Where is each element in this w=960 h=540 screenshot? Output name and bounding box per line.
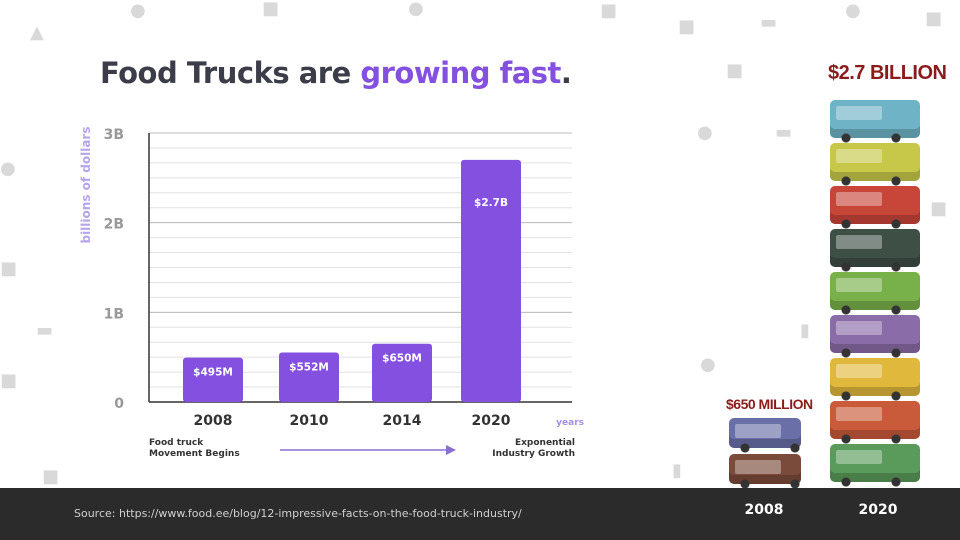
x-axis-label: years: [556, 418, 584, 428]
bar-2008: [183, 357, 243, 402]
large-stack-label: $2.7 BILLION: [828, 62, 947, 84]
bar-2014: [372, 343, 432, 402]
pizza-icon: ▲: [30, 22, 44, 43]
y-tick-label: 1B: [104, 306, 124, 322]
food-icon: ■: [726, 60, 744, 81]
drink-icon: ▮: [800, 320, 810, 341]
food-truck-icon: [830, 315, 920, 358]
food-icon: ■: [262, 0, 280, 19]
source-text: Source: https://www.food.ee/blog/12-impr…: [74, 507, 522, 520]
bar-value-label: $650M: [382, 353, 422, 365]
food-truck-icon: [830, 100, 920, 143]
food-icon: ●: [0, 158, 16, 179]
footer: Source: https://www.food.ee/blog/12-impr…: [0, 488, 960, 540]
food-icon: ■: [678, 16, 696, 37]
food-truck-icon: [830, 358, 920, 401]
food-truck-icon: [729, 418, 801, 453]
y-tick-label: 2B: [104, 217, 124, 233]
progress-arrow-head: [446, 445, 456, 455]
food-truck-icon: [729, 454, 801, 489]
caption-left: Food truck Movement Begins: [149, 438, 240, 459]
x-tick-label: 2020: [472, 413, 511, 429]
title-accent: growing fast: [360, 56, 561, 90]
caption-right: Exponential Industry Growth: [492, 438, 575, 459]
bar-value-label: $552M: [289, 362, 329, 374]
large-stack-year: 2020: [858, 502, 898, 518]
food-icon: ■: [925, 8, 943, 29]
food-icon: ●: [408, 0, 424, 19]
drink-icon: ▮: [672, 460, 682, 481]
food-icon: ●: [130, 0, 146, 21]
y-axis-label: billions of dollars: [79, 126, 93, 243]
bar-2020: [461, 159, 521, 402]
food-icon: ■: [0, 258, 18, 279]
food-icon: ■: [0, 370, 18, 391]
bar-2010: [279, 352, 339, 402]
food-truck-icon: [830, 444, 920, 487]
food-truck-icon: [830, 186, 920, 229]
bar-value-label: $495M: [193, 367, 233, 379]
food-truck-icon: [830, 229, 920, 272]
bar-value-label: $2.7B: [474, 197, 508, 209]
food-icon: ■: [42, 466, 60, 487]
food-truck-icon: [830, 401, 920, 444]
x-tick-label: 2014: [383, 413, 422, 429]
y-tick-label: 0: [114, 396, 124, 412]
x-tick-label: 2010: [290, 413, 329, 429]
y-tick-label: 3B: [104, 127, 124, 143]
food-icon: ●: [700, 354, 716, 375]
food-icon: ▬: [36, 320, 54, 341]
small-stack-year: 2008: [744, 502, 784, 518]
small-stack-label: $650 MILLION: [726, 396, 813, 412]
page-title: Food Trucks are growing fast.: [100, 56, 572, 90]
food-icon: ■: [600, 0, 618, 21]
food-icon: ●: [697, 122, 713, 143]
food-icon: ▬: [775, 122, 793, 143]
food-truck-icon: [830, 272, 920, 315]
food-icon: ●: [845, 0, 861, 21]
food-icon: ■: [930, 198, 948, 219]
x-tick-label: 2008: [194, 413, 233, 429]
food-truck-icon: [830, 143, 920, 186]
food-icon: ▬: [760, 12, 778, 33]
